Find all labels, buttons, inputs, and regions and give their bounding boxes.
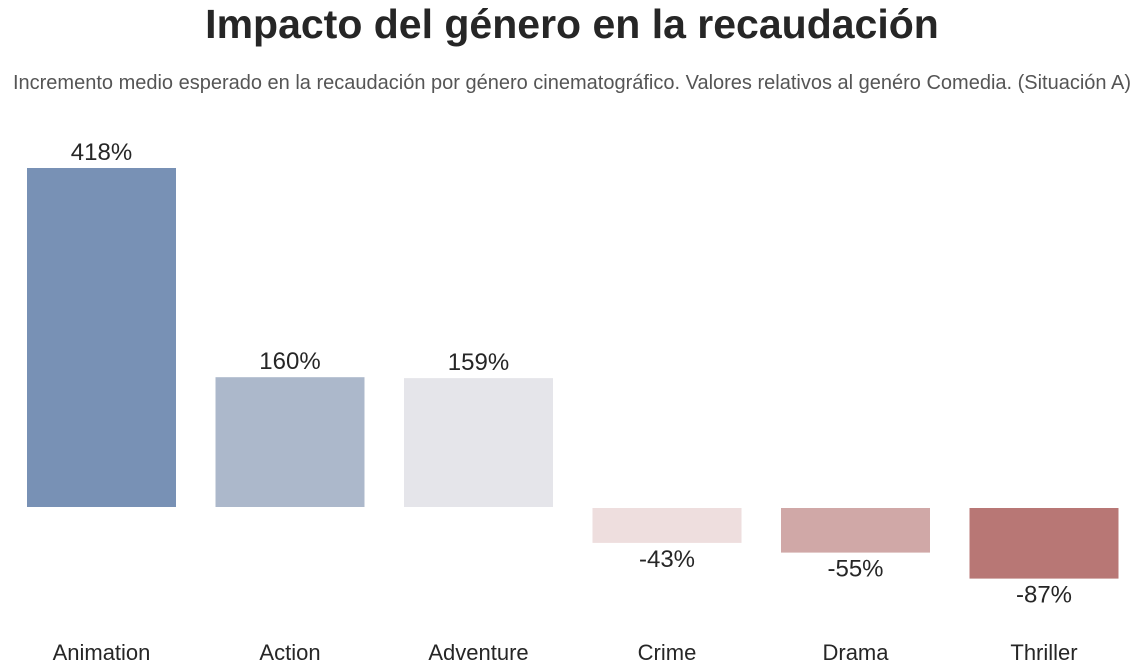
bars-layer <box>27 168 1119 579</box>
bar-animation <box>27 168 176 507</box>
x-tick-label-adventure: Adventure <box>428 640 528 665</box>
x-tick-label-thriller: Thriller <box>1010 640 1077 665</box>
x-tick-label-crime: Crime <box>638 640 697 665</box>
bar-action <box>215 377 365 507</box>
bar-drama <box>781 508 930 553</box>
bar-adventure <box>404 378 553 507</box>
chart-title: Impacto del género en la recaudación <box>205 1 939 47</box>
x-tick-label-animation: Animation <box>53 640 151 665</box>
x-tick-label-action: Action <box>259 640 320 665</box>
data-label-action: 160% <box>259 348 320 375</box>
bar-crime <box>592 508 742 543</box>
x-tick-label-drama: Drama <box>822 640 889 665</box>
data-label-crime: -43% <box>639 546 695 573</box>
chart-subtitle: Incremento medio esperado en la recaudac… <box>12 72 1132 94</box>
x-axis-tick-labels: Animation Action Adventure Crime Drama Thrill… <box>53 640 1078 665</box>
data-label-adventure: 159% <box>448 349 509 376</box>
data-label-thriller: -87% <box>1016 582 1072 609</box>
bar-thriller <box>969 508 1119 579</box>
data-label-animation: 418% <box>71 139 132 166</box>
data-label-drama: -55% <box>827 556 883 583</box>
data-labels-layer: 418% 160% 159% -43% -55% -87% <box>71 139 1072 609</box>
